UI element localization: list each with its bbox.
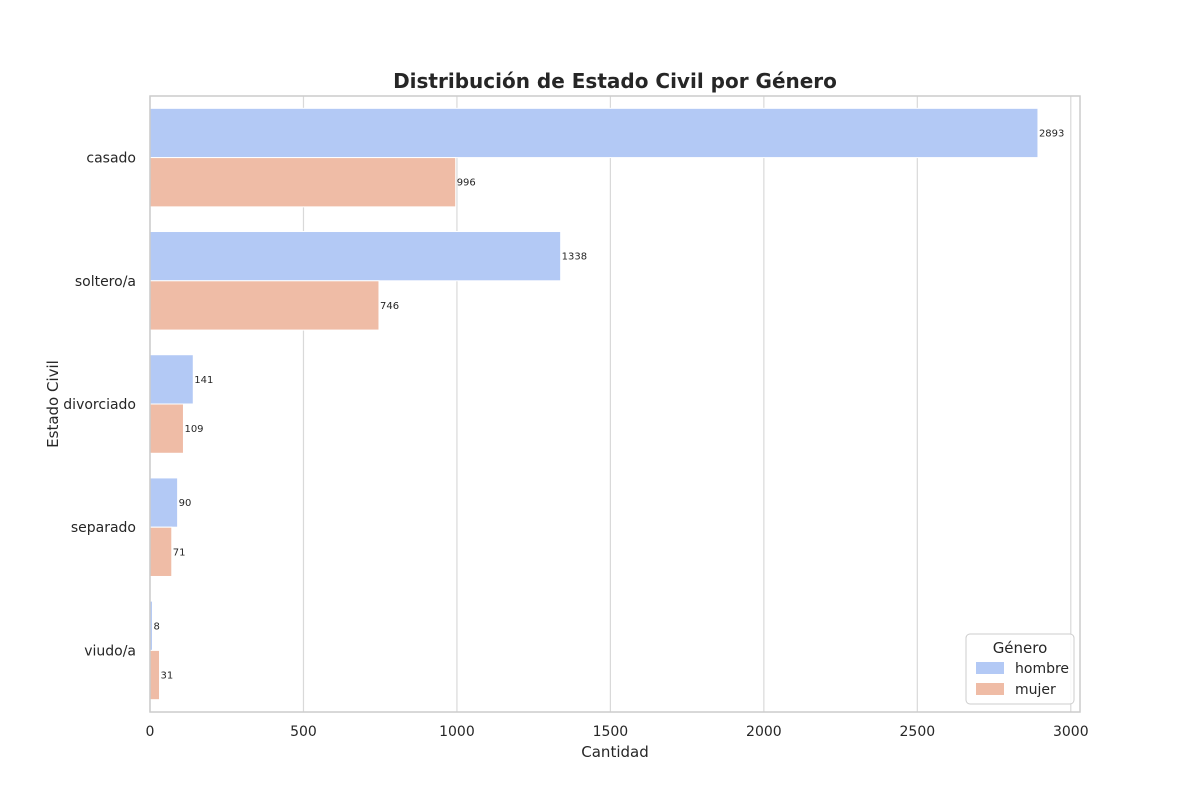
bar-value-label: 141 bbox=[194, 375, 213, 386]
bar-value-label: 2893 bbox=[1039, 128, 1064, 139]
bar-hombre bbox=[149, 354, 194, 405]
x-tick-label: 1500 bbox=[593, 724, 629, 740]
x-tick-label: 1000 bbox=[439, 724, 475, 740]
bar-value-label: 109 bbox=[184, 424, 203, 435]
legend-label-mujer: mujer bbox=[1015, 682, 1056, 698]
x-tick-label: 2000 bbox=[746, 724, 782, 740]
bar-hombre bbox=[149, 477, 179, 528]
bar-hombre bbox=[149, 107, 1039, 159]
legend-items: hombre mujer bbox=[976, 661, 1069, 698]
x-tick-label: 0 bbox=[146, 724, 155, 740]
bar-value-label: 746 bbox=[380, 301, 399, 312]
y-axis-label: Estado Civil bbox=[44, 360, 62, 448]
bar-mujer bbox=[149, 526, 173, 577]
x-tick-label: 2500 bbox=[900, 724, 936, 740]
bar-value-label: 90 bbox=[179, 498, 192, 509]
bar-value-label: 1338 bbox=[562, 252, 587, 263]
y-tick-label: soltero/a bbox=[75, 274, 136, 290]
x-axis-label: Cantidad bbox=[581, 743, 648, 761]
legend: Género hombre mujer bbox=[965, 633, 1075, 705]
plot-frame bbox=[149, 95, 1081, 713]
x-tick-label: 500 bbox=[290, 724, 317, 740]
bar-value-label: 8 bbox=[153, 621, 159, 632]
bar-value-label: 71 bbox=[173, 547, 186, 558]
y-tick-label: casado bbox=[86, 151, 136, 167]
bar-mujer bbox=[149, 280, 380, 331]
x-axis-ticks: 0 500 1000 1500 2000 2500 3000 bbox=[146, 724, 1089, 740]
x-tick-label: 3000 bbox=[1053, 724, 1089, 740]
chart-title: Distribución de Estado Civil por Género bbox=[393, 69, 837, 93]
data-labels: 2893 996 1338 746 141 109 90 71 8 31 bbox=[153, 128, 1064, 681]
bar-value-label: 996 bbox=[457, 178, 476, 189]
bars bbox=[149, 107, 1039, 701]
bar-hombre bbox=[149, 231, 562, 282]
y-tick-label: viudo/a bbox=[84, 643, 136, 659]
bar-mujer bbox=[149, 403, 184, 454]
legend-title: Género bbox=[993, 639, 1048, 657]
legend-swatch-mujer bbox=[976, 683, 1004, 695]
legend-label-hombre: hombre bbox=[1015, 661, 1069, 677]
bar-mujer bbox=[149, 649, 161, 701]
bar-mujer bbox=[149, 157, 457, 208]
bar-value-label: 31 bbox=[161, 671, 174, 682]
legend-swatch-hombre bbox=[976, 662, 1004, 674]
y-axis-ticks: casado soltero/a divorciado separado viudo/a bbox=[63, 151, 136, 660]
y-tick-label: separado bbox=[71, 520, 136, 536]
y-tick-label: divorciado bbox=[63, 397, 136, 413]
